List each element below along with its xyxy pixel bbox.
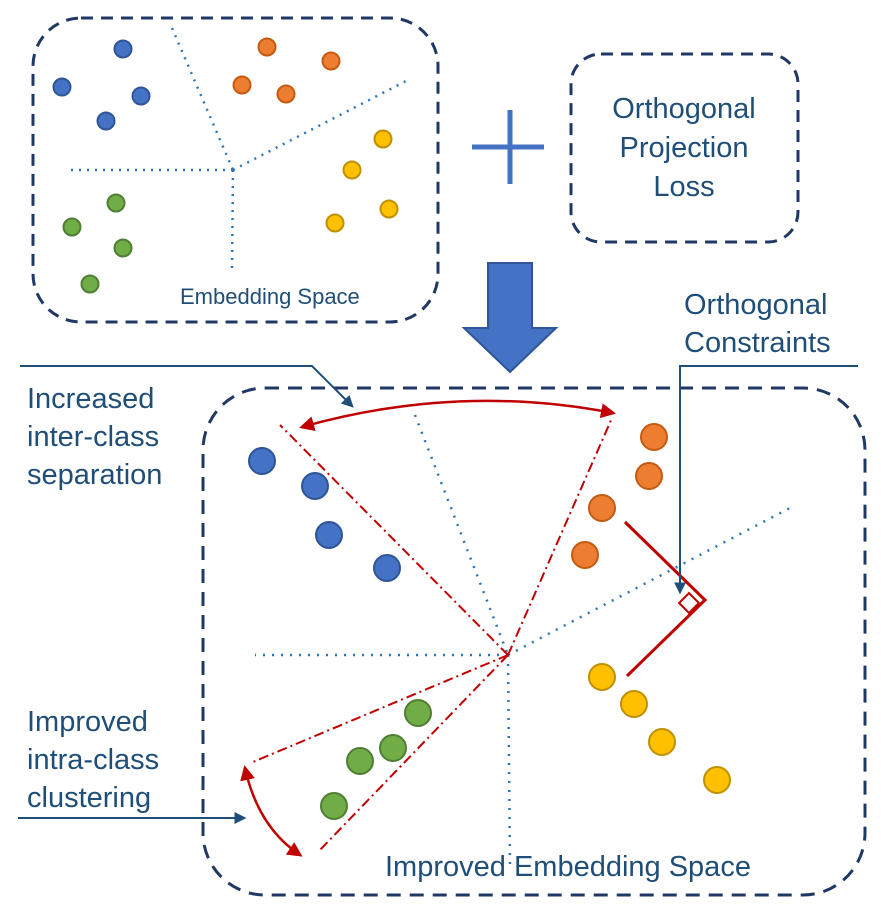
bottom-green-cluster bbox=[320, 699, 432, 820]
class-boundaries bbox=[252, 417, 613, 853]
orthogonal-line1: Orthogonal bbox=[684, 289, 828, 321]
point bbox=[588, 663, 616, 691]
point bbox=[342, 160, 362, 180]
loss-box-line1: Orthogonal bbox=[612, 93, 756, 125]
inter-class-line3: separation bbox=[27, 459, 162, 491]
orthogonal-bracket bbox=[623, 520, 708, 678]
point bbox=[325, 213, 345, 233]
loss-box-border bbox=[569, 52, 800, 244]
top-blue-cluster bbox=[52, 39, 151, 131]
point bbox=[52, 77, 72, 97]
point bbox=[96, 111, 116, 131]
orthogonal-annotation: Orthogonal Constraints bbox=[674, 289, 858, 595]
point bbox=[373, 554, 401, 582]
orthogonal-pointer bbox=[674, 365, 858, 595]
bottom-embedding-panel: Improved Embedding Space bbox=[201, 386, 867, 897]
bottom-orange-cluster bbox=[571, 423, 668, 569]
intra-class-line2: intra-class bbox=[27, 744, 159, 776]
point bbox=[131, 86, 151, 106]
point bbox=[113, 39, 133, 59]
point bbox=[588, 494, 616, 522]
down-arrow-icon bbox=[461, 262, 559, 374]
point bbox=[648, 728, 676, 756]
point bbox=[703, 766, 731, 794]
point bbox=[276, 84, 296, 104]
point bbox=[379, 734, 407, 762]
top-green-cluster bbox=[62, 193, 133, 294]
point bbox=[257, 37, 277, 57]
top-separators bbox=[70, 27, 409, 269]
point bbox=[315, 521, 343, 549]
top-panel-label: Embedding Space bbox=[180, 284, 360, 309]
point bbox=[113, 238, 133, 258]
point bbox=[301, 472, 329, 500]
top-orange-cluster bbox=[232, 37, 341, 104]
inter-class-line2: inter-class bbox=[27, 421, 159, 453]
point bbox=[379, 199, 399, 219]
point bbox=[635, 462, 663, 490]
intra-class-line3: clustering bbox=[27, 782, 151, 814]
intra-class-annotation: Improved intra-class clustering bbox=[18, 706, 247, 824]
point bbox=[62, 217, 82, 237]
bottom-separators bbox=[255, 414, 791, 866]
point bbox=[346, 747, 374, 775]
bottom-blue-cluster bbox=[248, 447, 401, 582]
point bbox=[640, 423, 668, 451]
loss-box: Orthogonal Projection Loss bbox=[569, 52, 800, 244]
point bbox=[404, 699, 432, 727]
point bbox=[232, 75, 252, 95]
orthogonal-line2: Constraints bbox=[684, 327, 831, 359]
point bbox=[620, 690, 648, 718]
intra-class-arrow bbox=[240, 765, 303, 857]
point bbox=[320, 792, 348, 820]
loss-box-line3: Loss bbox=[653, 171, 714, 203]
plus-icon bbox=[472, 110, 544, 184]
loss-box-line2: Projection bbox=[620, 132, 749, 164]
point bbox=[321, 51, 341, 71]
point bbox=[571, 541, 599, 569]
top-panel-border bbox=[31, 16, 440, 324]
point bbox=[373, 129, 393, 149]
point bbox=[248, 447, 276, 475]
inter-class-arrow bbox=[299, 399, 616, 431]
top-embedding-panel: Embedding Space bbox=[31, 16, 440, 324]
point bbox=[106, 193, 126, 213]
top-yellow-cluster bbox=[325, 129, 399, 233]
inter-class-line1: Increased bbox=[27, 383, 154, 415]
inter-class-pointer bbox=[20, 365, 354, 408]
bottom-panel-border bbox=[201, 386, 867, 897]
point bbox=[80, 274, 100, 294]
bottom-yellow-cluster bbox=[588, 663, 731, 794]
intra-class-line1: Improved bbox=[27, 706, 148, 738]
inter-class-annotation: Increased inter-class separation bbox=[20, 365, 354, 491]
bottom-panel-label: Improved Embedding Space bbox=[385, 851, 751, 883]
